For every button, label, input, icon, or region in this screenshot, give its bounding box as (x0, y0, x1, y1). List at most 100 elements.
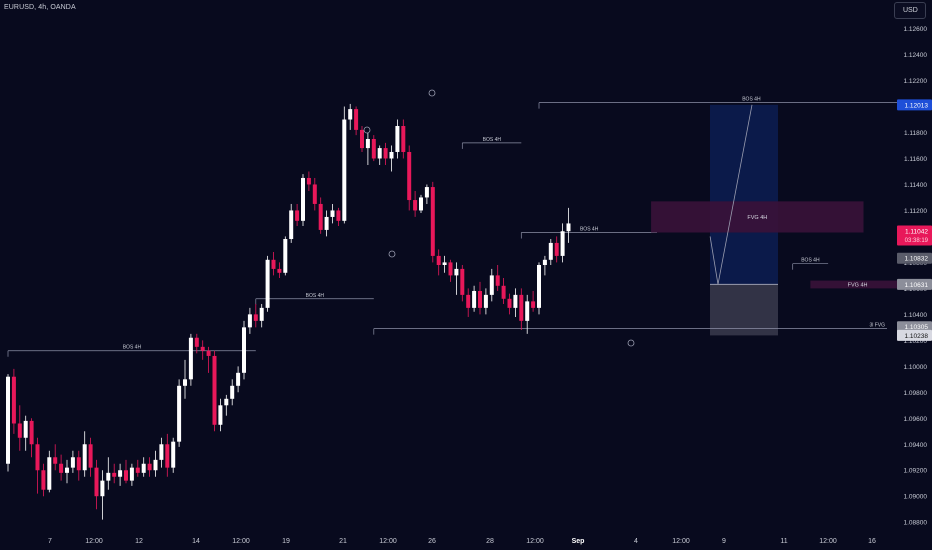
candle-body (419, 197, 423, 211)
candle-body (183, 379, 187, 386)
candle-body (247, 314, 252, 328)
candle-body (525, 301, 530, 321)
x-tick-label: 7 (48, 538, 52, 545)
bos-label: BOS 4H (801, 258, 820, 264)
candle-body (59, 463, 64, 473)
candle-body (472, 290, 477, 308)
candle-body (283, 239, 288, 273)
y-tick-label: 1.09400 (904, 442, 928, 449)
bos-label: BOS 4H (483, 137, 502, 143)
candle-body (413, 200, 418, 211)
bos-label: BOS 4H (123, 345, 142, 351)
y-tick-label: 1.10400 (904, 312, 928, 319)
candle-body (495, 275, 500, 286)
fvg-zone (810, 280, 905, 289)
candle-body (330, 210, 335, 217)
candle-body (159, 444, 164, 460)
y-tick-label: 1.11400 (904, 182, 927, 189)
candle-body (466, 294, 471, 308)
candle-body (507, 298, 512, 308)
candle-body (312, 184, 317, 204)
x-tick-label: 12:00 (85, 538, 103, 545)
price-badge (897, 278, 932, 290)
candle-body (342, 119, 347, 221)
candle-body (560, 231, 565, 256)
candle-body (242, 327, 246, 373)
check-marker-icon (627, 339, 635, 347)
projection-arrow (709, 104, 753, 285)
candle-body (424, 187, 429, 198)
candle-body (277, 268, 282, 273)
bos-label: BOS 4H (742, 97, 761, 103)
x-tick-label: 16 (868, 538, 876, 545)
candle-body (354, 109, 359, 130)
check-marker-icon (428, 89, 436, 97)
candle-body (47, 457, 52, 490)
candle-body (271, 259, 276, 269)
bos-label: BOS 4H (306, 293, 325, 299)
symbol-title: EURUSD, 4h, OANDA (4, 4, 76, 11)
y-tick-label: 1.09600 (904, 416, 928, 423)
candle-body (407, 151, 412, 201)
y-tick-label: 1.10000 (904, 364, 928, 371)
candle-body (200, 346, 205, 351)
y-tick-label: 1.12200 (904, 78, 928, 85)
target-zone (710, 104, 778, 285)
candle-body (112, 472, 117, 477)
candle-body (489, 275, 494, 295)
candle-body (106, 472, 111, 481)
y-tick-label: 1.08800 (904, 520, 928, 527)
candle-body (301, 177, 305, 221)
candle-body (289, 210, 294, 240)
x-tick-label: 11 (780, 538, 787, 545)
candle-body (35, 444, 40, 471)
candle-body (100, 480, 105, 497)
candle-body (348, 109, 353, 120)
candle-body (165, 444, 170, 468)
candle-body (531, 301, 536, 308)
x-tick-label: 12:00 (232, 538, 250, 545)
price-badge (897, 329, 932, 341)
candle-body (17, 423, 22, 438)
candle-body (188, 337, 193, 380)
candle-body (224, 398, 229, 406)
y-tick-label: 1.11200 (904, 208, 927, 215)
price-badge-label: 1.12013 (905, 102, 929, 109)
x-tick-label: 19 (282, 538, 290, 545)
fvg-zone (651, 201, 864, 233)
y-tick-label: 1.09800 (904, 390, 928, 397)
candle-body (11, 376, 16, 424)
candle-body (478, 290, 482, 308)
candle-body (265, 259, 270, 308)
x-tick-label: Sep (572, 538, 585, 545)
x-tick-label: 12 (135, 538, 143, 545)
candle-body (513, 294, 518, 308)
x-tick-label: 4 (634, 538, 638, 545)
candle-body (377, 148, 382, 159)
currency-button[interactable]: USD (894, 2, 926, 19)
candle-body (519, 294, 524, 321)
x-tick-label: 14 (192, 538, 200, 545)
price-badge-label: 1.10238 (905, 333, 929, 340)
candle-body (383, 148, 388, 159)
price-badge-label: 1.11042 (905, 228, 928, 235)
candle-body (212, 355, 217, 425)
candle-body (454, 268, 459, 276)
candle-body (135, 467, 140, 473)
candle-body (324, 216, 329, 230)
candle-body (53, 457, 58, 464)
y-tick-label: 1.10200 (904, 338, 928, 345)
price-badge (897, 321, 932, 333)
candle-body (306, 177, 311, 185)
x-tick-label: 21 (339, 538, 347, 545)
price-badge-label: 1.10305 (905, 324, 929, 331)
candle-body (6, 376, 10, 464)
candle-body (501, 285, 506, 299)
candle-body (70, 457, 75, 468)
candle-body (194, 337, 199, 347)
candle-body (88, 444, 93, 468)
x-tick-label: 12:00 (379, 538, 397, 545)
candle-body (566, 223, 571, 232)
